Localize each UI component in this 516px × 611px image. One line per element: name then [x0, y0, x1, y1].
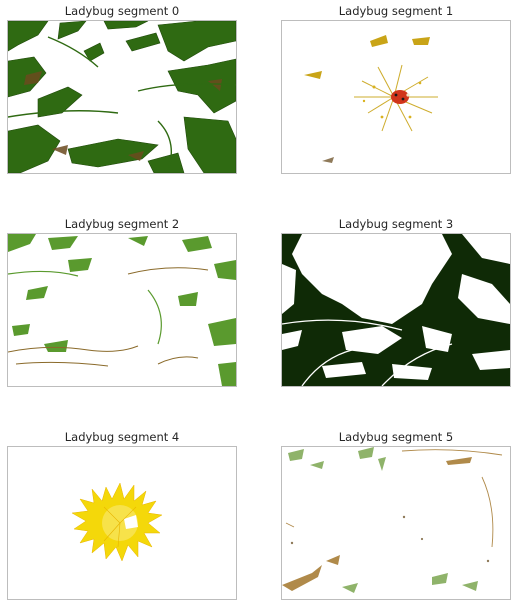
segment-panel-3: Ladybug segment 3 [281, 216, 511, 398]
segment-0-picture [8, 21, 236, 173]
segment-2-picture [8, 234, 236, 386]
panel-title: Ladybug segment 0 [64, 4, 180, 18]
segment-panel-5: Ladybug segment 5 [281, 429, 511, 611]
panel-title: Ladybug segment 1 [338, 4, 454, 18]
segment-panel-2: Ladybug segment 2 [7, 216, 237, 398]
segment-image [281, 446, 511, 600]
segment-3-picture [282, 234, 510, 386]
panel-title: Ladybug segment 3 [338, 217, 454, 231]
panel-title: Ladybug segment 4 [64, 430, 180, 444]
segment-panel-1: Ladybug segment 1 [281, 3, 511, 185]
segment-image [281, 20, 511, 174]
segment-1-picture [304, 35, 438, 163]
panel-title: Ladybug segment 2 [64, 217, 180, 231]
panel-title: Ladybug segment 5 [338, 430, 454, 444]
segment-image [7, 20, 237, 174]
segment-image [7, 233, 237, 387]
segment-image [281, 233, 511, 387]
segment-image [7, 446, 237, 600]
segment-5-picture [282, 447, 503, 593]
segment-panel-4: Ladybug segment 4 [7, 429, 237, 611]
segment-panel-0: Ladybug segment 0 [7, 3, 237, 185]
segment-4-picture [71, 482, 163, 562]
